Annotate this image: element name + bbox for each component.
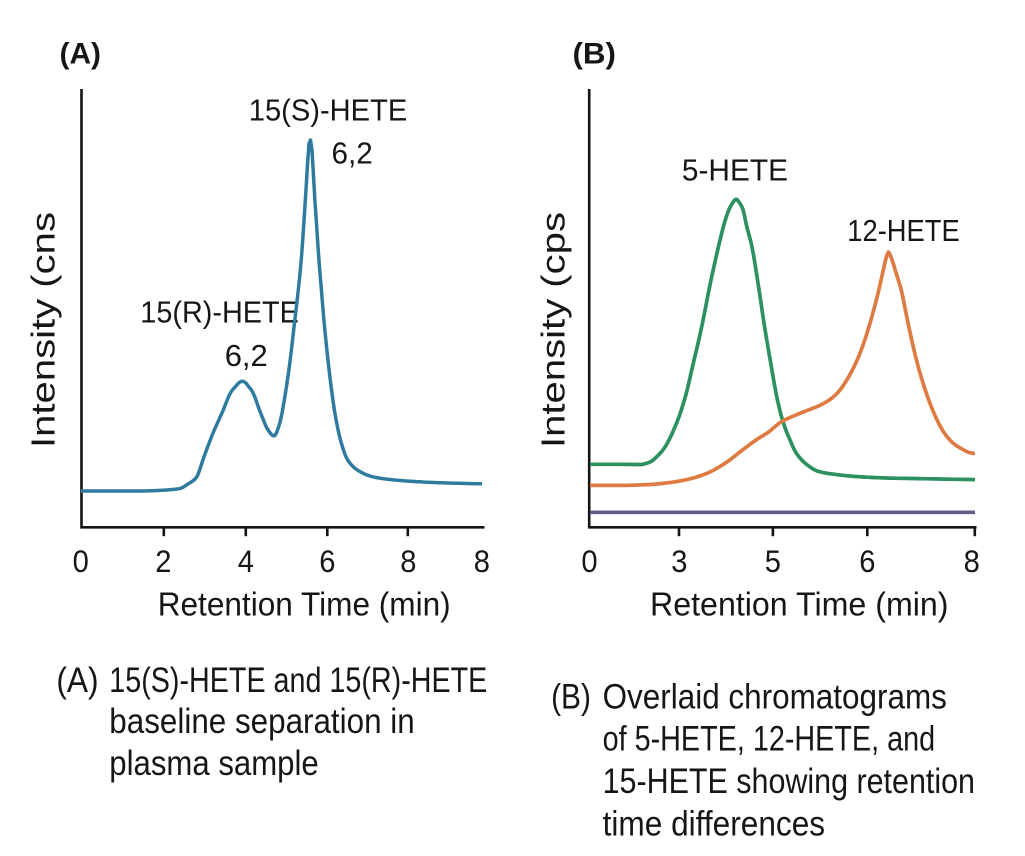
svg-text:plasma sample: plasma sample bbox=[109, 744, 318, 783]
svg-text:6: 6 bbox=[859, 543, 875, 579]
svg-text:15(S)-HETE: 15(S)-HETE bbox=[249, 93, 407, 128]
svg-text:5: 5 bbox=[765, 543, 781, 579]
svg-text:8: 8 bbox=[400, 543, 416, 579]
svg-text:2: 2 bbox=[155, 543, 171, 579]
svg-text:0: 0 bbox=[581, 543, 597, 579]
svg-text:baseline separation in: baseline separation in bbox=[109, 702, 414, 741]
svg-text:Retention Time (min): Retention Time (min) bbox=[650, 585, 949, 622]
svg-text:8: 8 bbox=[474, 543, 490, 579]
svg-text:time differences: time differences bbox=[603, 804, 826, 843]
svg-text:15(S)-HETE and 15(R)-HETE: 15(S)-HETE and 15(R)-HETE bbox=[109, 661, 487, 700]
svg-text:(A): (A) bbox=[60, 38, 102, 71]
svg-text:(B): (B) bbox=[551, 678, 591, 717]
svg-text:5-HETE: 5-HETE bbox=[682, 153, 788, 188]
svg-text:6,2: 6,2 bbox=[225, 338, 268, 373]
svg-text:Overlaid chromatograms: Overlaid chromatograms bbox=[603, 678, 947, 717]
svg-text:of 5-HETE, 12-HETE, and: of 5-HETE, 12-HETE, and bbox=[603, 720, 936, 759]
svg-text:Intensity (cps: Intensity (cps bbox=[535, 212, 572, 448]
svg-text:(A): (A) bbox=[56, 661, 98, 700]
svg-text:8: 8 bbox=[964, 543, 980, 579]
svg-text:12-HETE: 12-HETE bbox=[847, 213, 959, 248]
svg-text:15-HETE showing retention: 15-HETE showing retention bbox=[603, 762, 975, 801]
svg-text:(B): (B) bbox=[573, 38, 617, 71]
svg-text:4: 4 bbox=[238, 543, 254, 579]
svg-text:15(R)-HETE: 15(R)-HETE bbox=[140, 295, 298, 330]
svg-text:6: 6 bbox=[319, 543, 335, 579]
svg-text:6,2: 6,2 bbox=[332, 136, 373, 171]
svg-text:0: 0 bbox=[73, 543, 89, 579]
svg-text:Retention Time (min): Retention Time (min) bbox=[158, 585, 451, 622]
svg-text:Intensity (cns: Intensity (cns bbox=[25, 212, 62, 448]
svg-text:3: 3 bbox=[671, 543, 687, 579]
